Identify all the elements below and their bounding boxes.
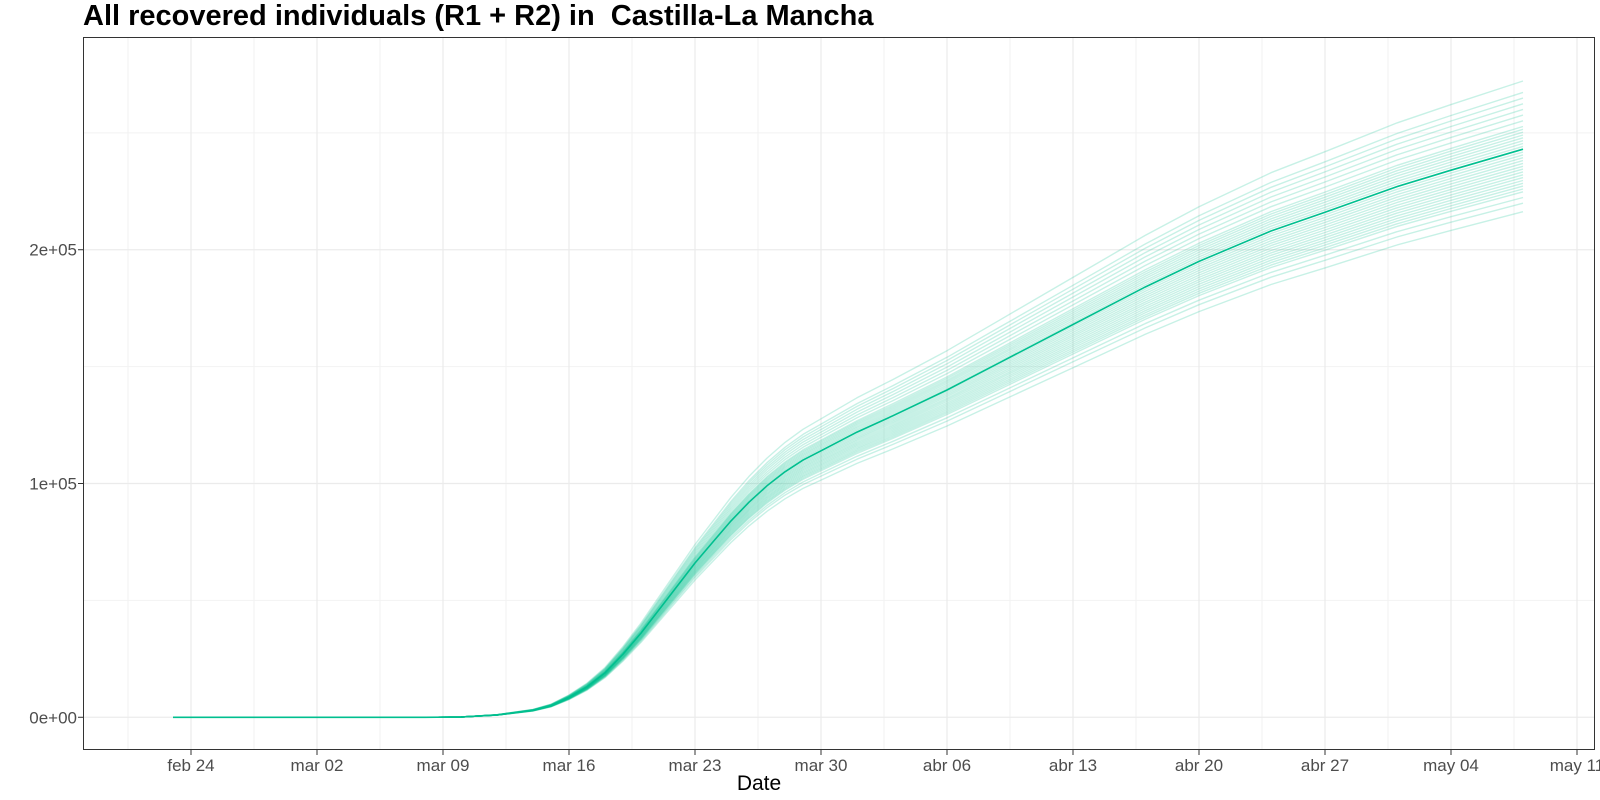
plot-background: [83, 37, 1595, 750]
x-tick-label: may 11: [1550, 756, 1600, 775]
x-axis: feb 24 mar 02 mar 09 mar 16 mar 23 mar 30 abr …: [167, 750, 1600, 775]
y-tick-label: 1e+05: [29, 475, 77, 494]
grid-major: [83, 37, 1595, 750]
grid-minor: [83, 37, 1595, 750]
x-axis-title: Date: [737, 772, 781, 795]
x-tick-label: feb 24: [167, 756, 214, 775]
ensemble-line: [173, 80, 1524, 718]
ensemble-line: [173, 211, 1524, 718]
x-tick-label: abr 06: [923, 756, 971, 775]
chart-title: All recovered individuals (R1 + R2) in C…: [83, 0, 874, 32]
x-tick-label: abr 27: [1301, 756, 1349, 775]
x-tick-label: mar 02: [291, 756, 344, 775]
ensemble-line: [173, 91, 1524, 718]
y-tick-label: 0e+00: [29, 708, 77, 727]
central-series-line: [173, 148, 1524, 719]
x-tick-label: mar 16: [543, 756, 596, 775]
ensemble-line: [173, 97, 1524, 718]
plot-border: [83, 37, 1595, 750]
x-tick-label: abr 13: [1049, 756, 1097, 775]
x-tick-label: abr 20: [1175, 756, 1223, 775]
x-tick-label: mar 30: [795, 756, 848, 775]
x-tick-label: mar 23: [669, 756, 722, 775]
x-tick-label: mar 09: [417, 756, 470, 775]
y-tick-label: 2e+05: [29, 241, 77, 260]
ensemble-line: [173, 202, 1524, 718]
y-axis: 0e+00 1e+05 2e+05: [29, 241, 83, 727]
x-tick-label: may 04: [1423, 756, 1479, 775]
